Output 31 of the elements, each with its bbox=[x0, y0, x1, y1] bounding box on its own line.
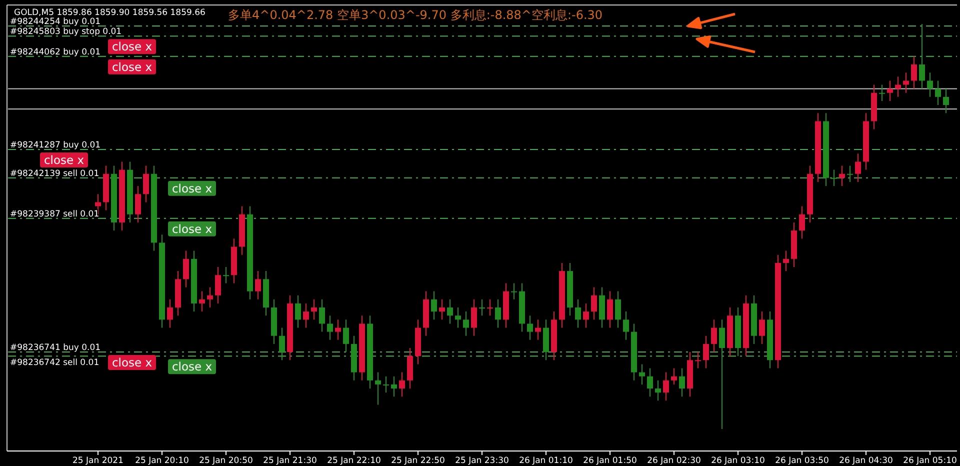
annotation: close x bbox=[112, 356, 152, 370]
annotation: close x bbox=[112, 40, 152, 54]
x-tick-label: 25 Jan 20:50 bbox=[199, 456, 253, 466]
chart-subtitle: 多单4^0.04^2.78 空单3^0.03^-9.70 多利息:-8.88^空利息:-6.30 bbox=[228, 8, 603, 22]
annotation: close x bbox=[172, 181, 212, 196]
ref-line-label: #98236742 sell 0.01 bbox=[10, 358, 100, 368]
annotation: close x bbox=[112, 60, 152, 74]
annotation: close x bbox=[172, 222, 212, 236]
x-tick-label: 26 Jan 03:50 bbox=[775, 456, 829, 466]
x-tick-label: 26 Jan 05:10 bbox=[903, 456, 957, 466]
ref-line-label: #98241287 buy 0.01 bbox=[10, 140, 101, 151]
ref-line-label: #98244062 buy 0.01 bbox=[10, 47, 101, 58]
x-tick-label: 25 Jan 20:10 bbox=[135, 456, 189, 466]
x-tick-label: 26 Jan 01:50 bbox=[583, 456, 637, 466]
x-tick-label: 26 Jan 01:10 bbox=[519, 456, 573, 466]
x-tick-label: 25 Jan 22:50 bbox=[391, 456, 445, 466]
annotation: close x bbox=[172, 360, 212, 374]
x-tick-label: 25 Jan 23:30 bbox=[455, 456, 509, 466]
chart-title: GOLD,M5 1859.86 1859.90 1859.56 1859.66 bbox=[14, 8, 206, 18]
ref-line-label: #98239387 sell 0.01 bbox=[10, 209, 100, 220]
x-tick-label: 26 Jan 04:30 bbox=[839, 456, 893, 466]
x-tick-label: 25 Jan 22:10 bbox=[327, 456, 381, 466]
x-tick-label: 25 Jan 2021 bbox=[72, 456, 124, 466]
ref-line-label: #98242139 sell 0.01 bbox=[10, 168, 100, 179]
ref-line-label: #98236741 buy 0.01 bbox=[10, 343, 101, 354]
x-tick-label: 26 Jan 03:10 bbox=[711, 456, 765, 466]
ref-line-label: #98245803 buy stop 0.01 bbox=[10, 27, 122, 38]
ref-line-label: #98244254 buy 0.01 bbox=[10, 17, 101, 28]
x-tick-label: 26 Jan 02:30 bbox=[647, 456, 701, 466]
x-tick-label: 25 Jan 21:30 bbox=[263, 456, 317, 466]
text: close x bbox=[44, 153, 84, 168]
